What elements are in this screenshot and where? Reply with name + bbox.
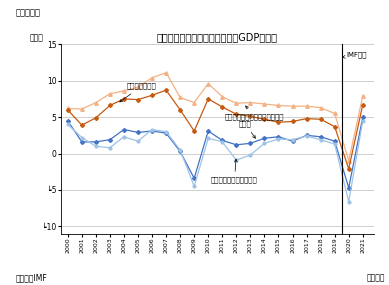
Text: 新興国・途上国（うちアジア）: 新興国・途上国（うちアジア） bbox=[225, 106, 285, 120]
Title: 先進国と新興国・途上国の実質GDP伸び率: 先進国と新興国・途上国の実質GDP伸び率 bbox=[157, 32, 278, 42]
Text: （図表３）: （図表３） bbox=[16, 9, 40, 18]
Text: 新興国・途上国: 新興国・途上国 bbox=[120, 83, 156, 102]
Text: IMF予測: IMF予測 bbox=[342, 52, 366, 58]
Text: 先進国（うちユーロ圏）: 先進国（うちユーロ圏） bbox=[211, 159, 258, 184]
Text: （％）: （％） bbox=[30, 33, 43, 42]
Text: （資料）IMF: （資料）IMF bbox=[16, 273, 47, 282]
Text: （年次）: （年次） bbox=[366, 273, 385, 282]
Text: 先進国: 先進国 bbox=[239, 121, 255, 138]
